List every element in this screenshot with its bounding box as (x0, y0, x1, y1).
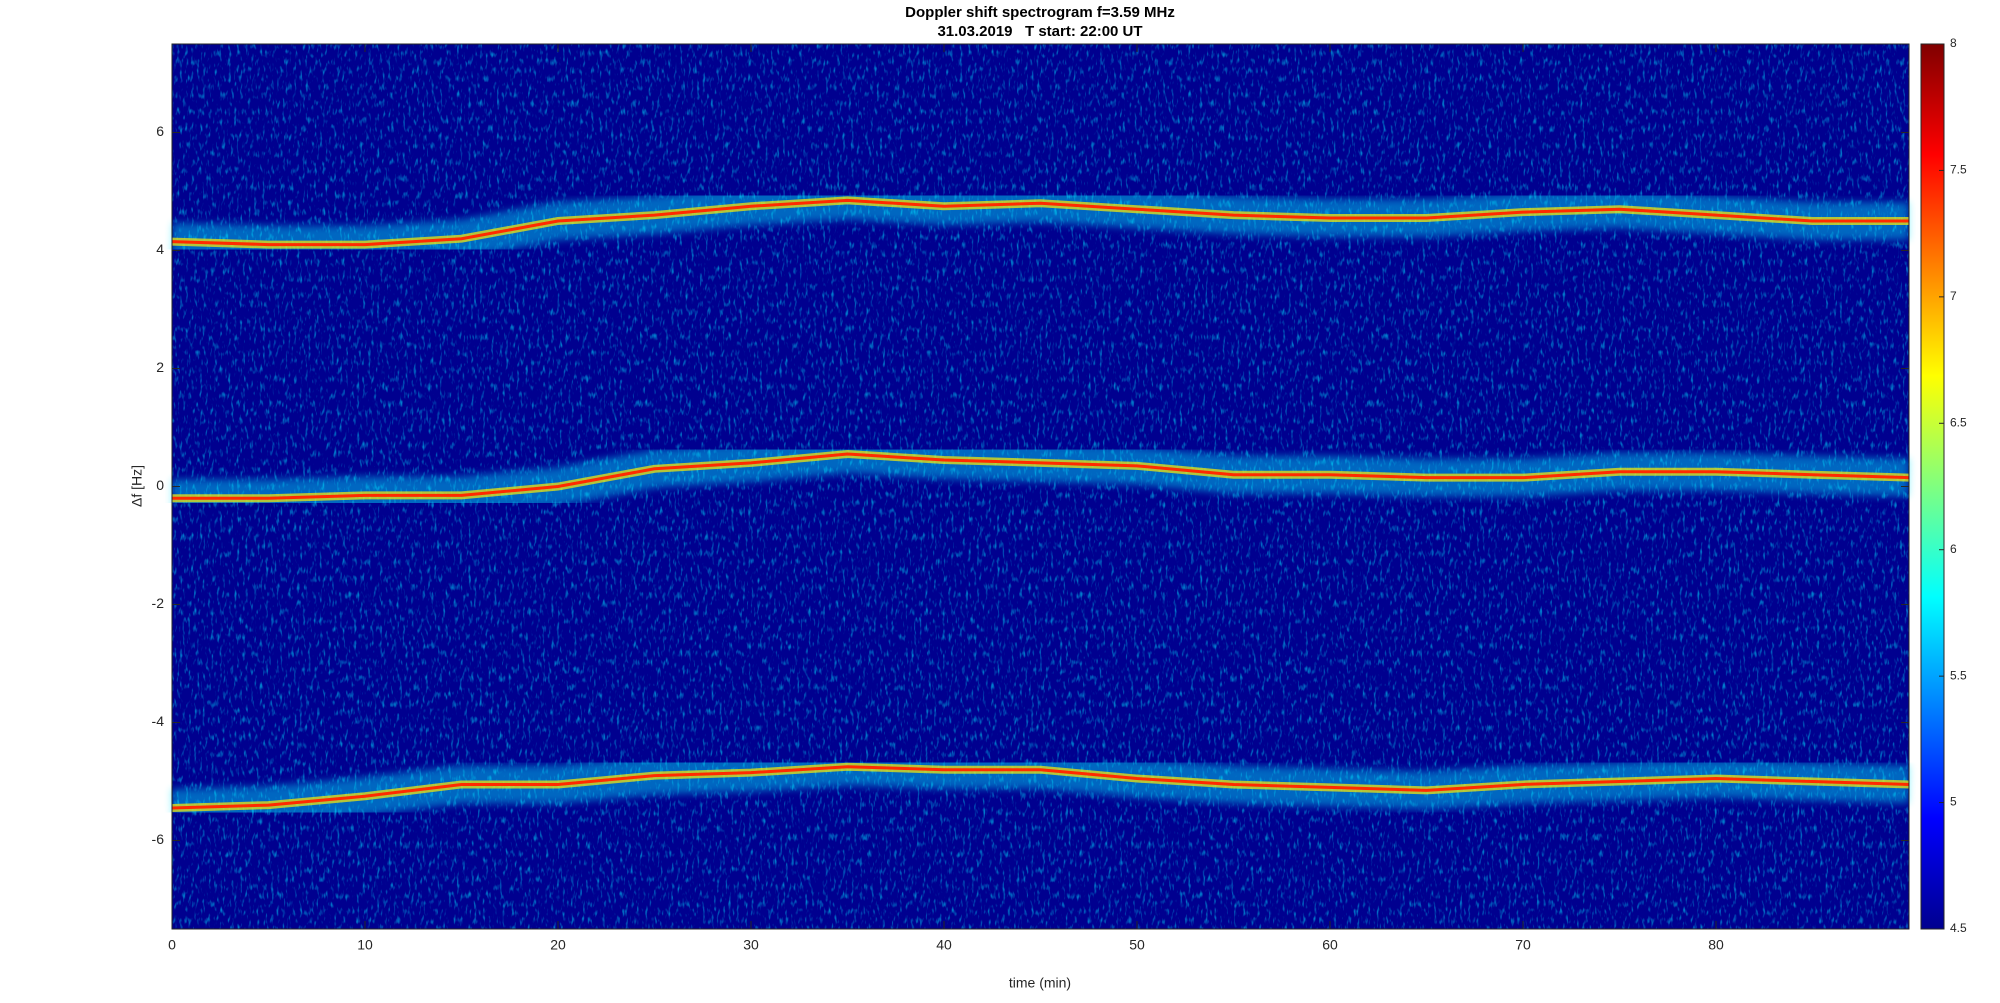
trace (171, 198, 1909, 247)
y-tick-label: 6 (156, 123, 164, 139)
y-tick-label: 2 (156, 359, 164, 375)
x-tick-label: 70 (1515, 937, 1531, 953)
colorbar (1920, 43, 1945, 930)
colorbar-tick-label: 6.5 (1950, 415, 1967, 429)
colorbar-tick-label: 4.5 (1950, 921, 1967, 935)
colorbar-tick-label: 5 (1950, 795, 1957, 809)
trace (171, 765, 1910, 810)
trace (172, 452, 1910, 500)
x-tick-label: 30 (743, 937, 759, 953)
colorbar-tick-label: 7 (1950, 289, 1957, 303)
x-tick-label: 20 (550, 937, 566, 953)
y-tick-label: -4 (152, 713, 165, 729)
plot-area (171, 44, 1910, 929)
x-tick-label: 60 (1322, 937, 1338, 953)
y-tick-label: 0 (156, 477, 164, 493)
x-tick-label: 50 (1129, 937, 1145, 953)
colorbar-tick-label: 8 (1950, 36, 1957, 50)
colorbar-tick-label: 7.5 (1950, 163, 1967, 177)
y-tick-label: -2 (152, 595, 165, 611)
x-tick-label: 10 (357, 937, 373, 953)
y-tick-label: 4 (156, 241, 164, 257)
colorbar-tick-label: 5.5 (1950, 668, 1967, 682)
colorbar-tick-label: 6 (1950, 542, 1957, 556)
x-tick-label: 0 (168, 937, 176, 953)
x-tick-label: 40 (936, 937, 952, 953)
y-tick-label: -6 (152, 831, 165, 847)
chart-title: Doppler shift spectrogram f=3.59 MHz (905, 4, 1175, 21)
chart-subtitle: 31.03.2019 T start: 22:00 UT (937, 23, 1142, 40)
x-axis-label: time (min) (1009, 975, 1071, 991)
x-tick-label: 80 (1708, 937, 1724, 953)
y-axis-label: Δf [Hz] (129, 465, 145, 507)
